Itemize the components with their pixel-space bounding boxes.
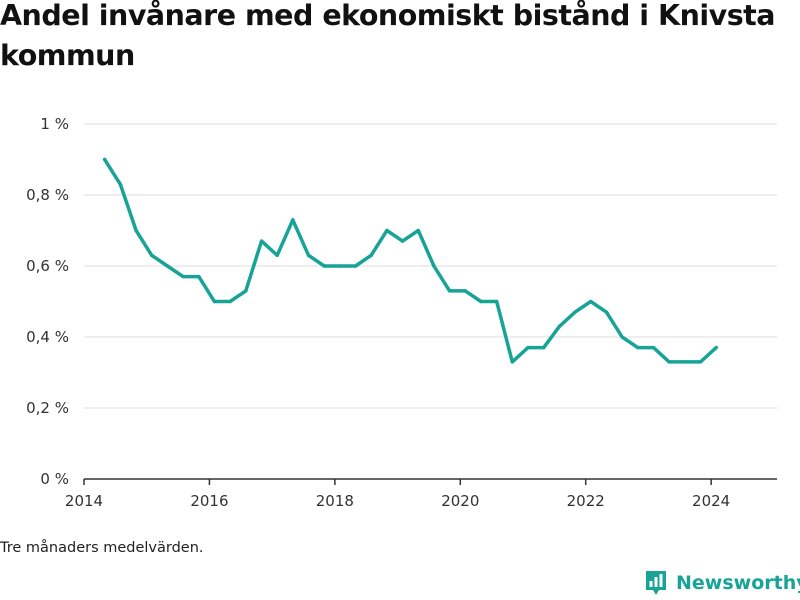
data-point xyxy=(102,157,107,162)
x-tick-label: 2022 xyxy=(567,492,605,510)
data-point xyxy=(165,264,170,268)
data-point xyxy=(667,360,671,364)
chart-footnote: Tre månaders medelvärden. xyxy=(0,540,204,556)
data-point xyxy=(620,335,624,339)
data-point xyxy=(636,345,640,350)
data-point xyxy=(400,239,405,243)
data-point xyxy=(385,228,389,233)
data-point xyxy=(432,264,436,268)
data-point xyxy=(118,182,123,187)
y-tick-label: 0,4 % xyxy=(26,328,69,346)
data-point xyxy=(369,253,373,258)
data-point xyxy=(306,253,311,258)
data-point xyxy=(416,228,420,233)
data-point xyxy=(197,274,201,279)
data-point xyxy=(542,345,546,350)
data-point xyxy=(589,299,593,304)
gridlines xyxy=(84,123,777,409)
brand-name: Newsworthy xyxy=(676,572,800,594)
x-tick-label: 2024 xyxy=(692,492,730,510)
data-point xyxy=(714,345,718,350)
x-axis: 2014 2016 2018 2020 2022 2024 xyxy=(65,478,777,510)
bar-chart-speech-icon xyxy=(646,571,666,595)
brand-logo: Newsworthy xyxy=(644,568,800,598)
data-point xyxy=(463,289,468,293)
data-point xyxy=(181,274,185,279)
data-point xyxy=(573,310,577,314)
data-point xyxy=(291,218,295,222)
y-tick-label: 0 % xyxy=(40,470,69,488)
x-tick-label: 2014 xyxy=(65,492,103,510)
data-point xyxy=(683,360,687,364)
x-tick-label: 2020 xyxy=(441,492,479,510)
data-point xyxy=(134,228,138,233)
data-point xyxy=(604,310,609,314)
data-point xyxy=(526,345,530,350)
data-point xyxy=(651,345,656,350)
data-point xyxy=(212,299,217,304)
y-tick-label: 0,8 % xyxy=(26,186,69,204)
data-point xyxy=(557,324,562,329)
y-tick-label: 0,2 % xyxy=(26,399,69,417)
x-tick-label: 2016 xyxy=(190,492,228,510)
series-layer xyxy=(102,157,718,364)
y-axis-ticks: 0 % 0,2 % 0,4 % 0,6 % 0,8 % 1 % xyxy=(26,115,69,488)
y-tick-label: 0,6 % xyxy=(26,257,69,275)
x-tick-label: 2018 xyxy=(316,492,354,510)
data-point xyxy=(228,299,232,304)
data-point xyxy=(698,360,703,364)
y-tick-label: 1 % xyxy=(40,115,69,133)
data-point xyxy=(322,264,326,268)
data-point xyxy=(150,253,154,258)
chart-title: Andel invånare med ekonomiskt bistånd i … xyxy=(0,0,776,72)
data-point xyxy=(259,239,264,243)
series-line xyxy=(102,157,718,364)
data-point xyxy=(494,299,499,304)
data-point xyxy=(275,253,279,258)
data-point xyxy=(510,360,515,364)
data-point xyxy=(244,289,248,293)
data-point xyxy=(338,264,342,268)
data-point xyxy=(447,289,452,293)
data-point xyxy=(353,264,358,268)
data-point xyxy=(479,299,483,304)
